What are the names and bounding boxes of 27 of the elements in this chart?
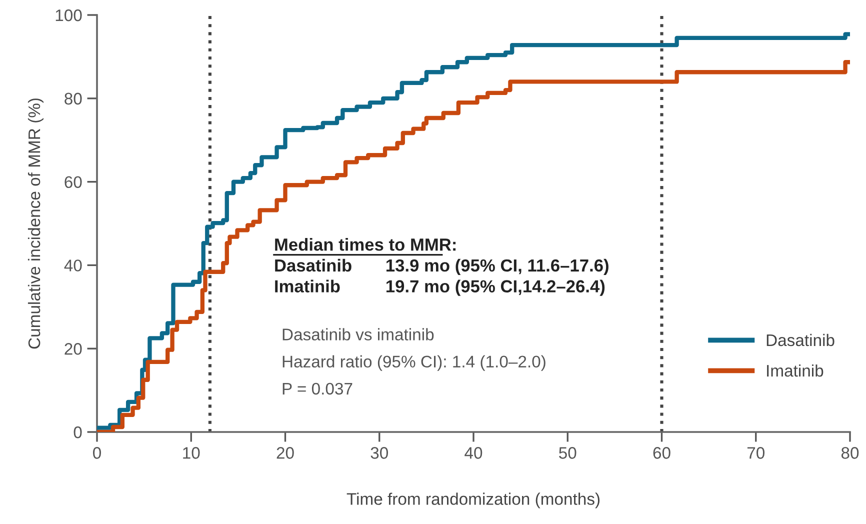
- x-tick-label: 20: [276, 447, 294, 459]
- legend-label: Imatinib: [767, 364, 824, 377]
- annotation: Hazard ratio (95% CI): 1.4 (1.0–2.0): [282, 355, 546, 371]
- y-tick-label: 100: [56, 9, 82, 22]
- x-tick-label: 40: [464, 447, 482, 459]
- x-tick-label: 0: [93, 447, 101, 459]
- annotation: Dasatinib: [275, 258, 352, 272]
- annotation: Imatinib: [275, 280, 340, 292]
- annotation: Dasatinib vs imatinib: [282, 328, 434, 340]
- y-tick-label: 80: [64, 92, 82, 105]
- y-tick-label: 60: [64, 176, 82, 188]
- y-tick-label: 0: [74, 426, 82, 438]
- annotation: P = 0.037: [282, 382, 352, 395]
- annotation: Median times to MMR:: [275, 238, 456, 251]
- x-axis-title: Time from randomization (months): [346, 492, 600, 508]
- x-tick-label: 50: [559, 447, 576, 459]
- x-tick-label: 80: [841, 447, 859, 459]
- x-tick-label: 10: [183, 447, 200, 459]
- y-tick-label: 40: [64, 260, 82, 272]
- x-tick-label: 60: [653, 447, 670, 459]
- legend-label: Dasatinib: [766, 334, 834, 346]
- annotation: 13.9 mo (95% CI, 11.6–17.6): [386, 258, 608, 276]
- annotation: 19.7 mo (95% CI,14.2–26.4): [386, 280, 605, 296]
- y-axis-title: Cumulative incidence of MMR (%): [28, 98, 44, 349]
- x-tick-label: 30: [370, 447, 388, 459]
- x-tick-label: 70: [747, 447, 764, 459]
- y-tick-label: 20: [64, 343, 82, 355]
